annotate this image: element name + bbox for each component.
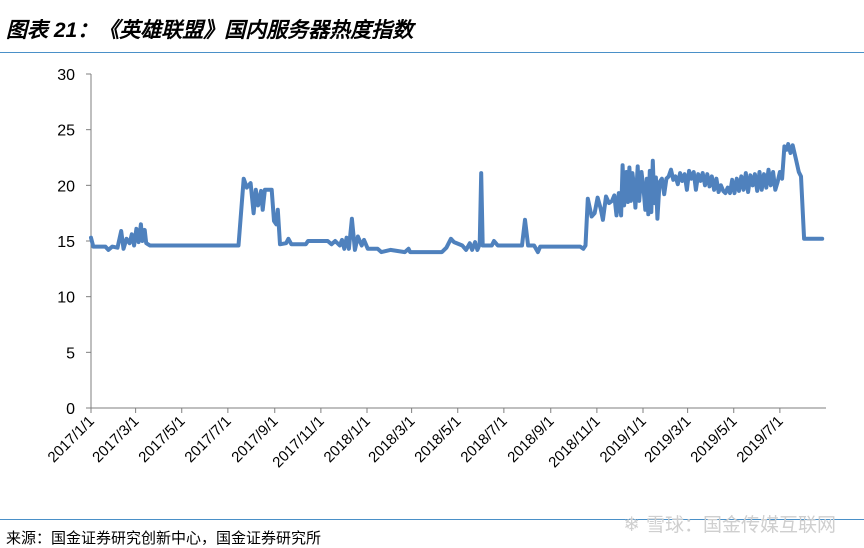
source-note: 来源：国金证券研究创新中心，国金证券研究所 — [6, 530, 322, 547]
x-tick-label: 2019/1/1 — [597, 413, 650, 466]
y-tick-label: 30 — [57, 67, 75, 84]
x-tick-label: 2018/1/1 — [321, 413, 374, 466]
series-lines — [89, 142, 825, 255]
tick-labels: 0 5 10 15 20 25 30 2017/1/12017/3/12017/5/12017… — [45, 67, 787, 471]
y-tick-label: 10 — [57, 290, 75, 307]
y-tick-label: 25 — [57, 123, 75, 140]
y-tick-label: 15 — [57, 234, 75, 251]
x-tick-label: 2017/5/1 — [135, 413, 188, 466]
chart-title: 图表 21：《英雄联盟》国内服务器热度指数 — [6, 19, 414, 42]
snowball-icon: ❄ — [623, 514, 640, 536]
x-tick-label: 2019/3/1 — [641, 413, 694, 466]
x-tick-label: 2017/1/1 — [45, 413, 98, 466]
y-tick-label: 20 — [57, 178, 75, 195]
x-tick-label: 2019/7/1 — [733, 413, 786, 466]
x-tick-label: 2019/5/1 — [687, 413, 740, 466]
watermark: ❄ 雪球：国金传媒互联网 — [623, 510, 836, 537]
series-line — [89, 142, 825, 255]
title-divider — [0, 52, 864, 53]
footer-divider — [0, 519, 864, 520]
y-tick-label: 5 — [66, 345, 75, 362]
x-tick-label: 2018/3/1 — [365, 413, 418, 466]
watermark-text: 雪球：国金传媒互联网 — [645, 515, 836, 536]
x-tick-label: 2018/7/1 — [457, 413, 510, 466]
x-tick-label: 2017/3/1 — [89, 413, 142, 466]
x-tick-label: 2017/7/1 — [181, 413, 234, 466]
y-tick-label: 0 — [66, 401, 75, 418]
x-tick-label: 2018/5/1 — [411, 413, 464, 466]
